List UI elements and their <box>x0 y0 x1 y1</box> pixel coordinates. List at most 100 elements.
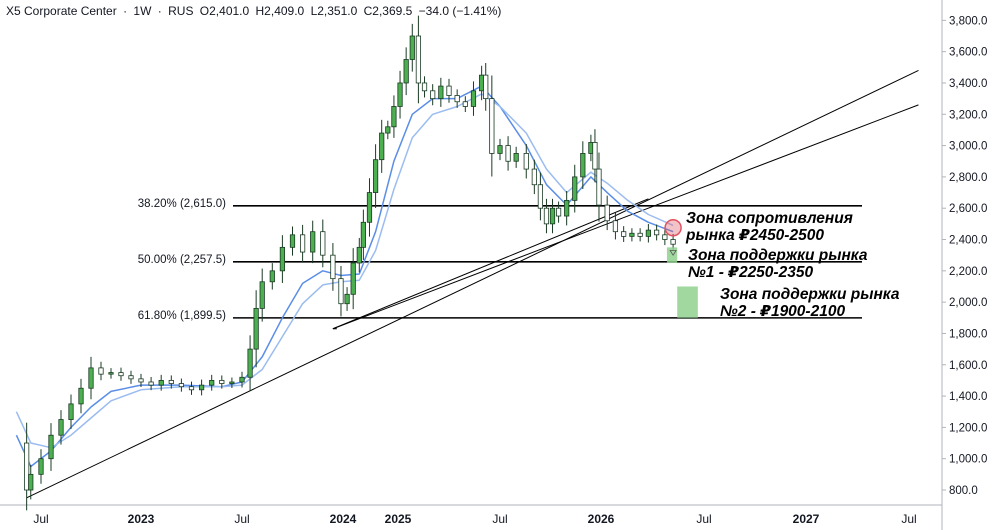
time-axis-label: 2025 <box>385 512 412 526</box>
candle <box>58 410 64 445</box>
candle <box>470 81 477 116</box>
candle <box>596 152 602 222</box>
low-value: L2,351.0 <box>310 4 358 18</box>
fib-level-label: 61.80% (1,899.5) <box>137 309 226 322</box>
price-tick-label: 3,200.0 <box>949 109 987 121</box>
candle <box>592 129 598 183</box>
price-tick-label: 1,600.0 <box>949 360 987 372</box>
candle <box>24 422 30 511</box>
candle <box>269 263 275 290</box>
time-axis-label: Jul <box>33 512 48 526</box>
candle <box>572 164 578 213</box>
candle <box>158 374 164 391</box>
candle <box>489 75 495 177</box>
candle <box>645 224 651 243</box>
candle <box>350 248 356 310</box>
candle <box>229 377 235 389</box>
candle <box>310 220 316 264</box>
candle <box>637 228 643 242</box>
price-tick-label: 3,600.0 <box>949 47 987 59</box>
candle <box>279 235 286 283</box>
candle <box>299 224 306 262</box>
candle <box>391 95 397 138</box>
candle <box>338 265 344 317</box>
candle <box>219 375 225 389</box>
time-axis-label: Jul <box>234 512 249 526</box>
candle <box>454 89 460 108</box>
price-tick-label: 1,800.0 <box>949 328 987 340</box>
candle <box>662 229 668 246</box>
candle <box>360 209 366 261</box>
candle <box>421 76 428 98</box>
time-axis-label: 2023 <box>128 512 155 526</box>
candle <box>537 172 544 221</box>
moving-average-line <box>15 85 674 468</box>
candle <box>366 178 373 237</box>
symbol-name[interactable]: X5 Corporate Center <box>6 4 117 18</box>
candle <box>198 379 205 396</box>
trendline <box>332 104 919 330</box>
candle <box>549 198 556 234</box>
candle <box>259 268 265 322</box>
candle <box>612 212 619 240</box>
candle <box>28 464 34 500</box>
price-tick-label: 2,800.0 <box>949 172 987 184</box>
candle <box>430 84 436 106</box>
candle <box>330 243 336 291</box>
candle <box>108 368 114 379</box>
interval-label[interactable]: 1W <box>133 4 152 18</box>
candle <box>356 237 362 273</box>
candle <box>483 63 489 111</box>
fib-level-label: 50.00% (2,257.5) <box>137 253 226 266</box>
change-value: −34.0 (−1.41%) <box>418 4 502 18</box>
price-tick-label: 3,400.0 <box>949 78 987 90</box>
fib-level-label: 38.20% (2,615.0) <box>137 197 226 210</box>
candle <box>38 449 44 484</box>
candle <box>379 119 385 173</box>
exchange-label: RUS <box>168 4 194 18</box>
time-axis-label: 2026 <box>588 512 615 526</box>
candle <box>88 356 94 400</box>
support-zone-1-label: Зона поддержки рынка №1 - ₽2250-2350 <box>688 247 868 281</box>
candle <box>48 423 54 471</box>
candle <box>654 224 660 241</box>
support-zone <box>666 247 678 264</box>
close-value: C2,369.5 <box>363 4 413 18</box>
candle <box>580 141 586 190</box>
chart-header: X5 Corporate Center · 1W · RUS O2,401.0 … <box>6 4 502 18</box>
price-tick-label: 1,200.0 <box>949 422 987 434</box>
candle <box>372 144 379 208</box>
candle <box>462 96 468 113</box>
open-value: O2,401.0 <box>199 4 250 18</box>
support-zone-2-label: Зона поддержки рынка №2 - ₽1900-2100 <box>720 286 900 320</box>
last-bar-arrow <box>669 250 677 256</box>
time-axis-label: Jul <box>492 512 507 526</box>
candle <box>543 198 550 234</box>
high-value: H2,409.0 <box>255 4 305 18</box>
price-tick-label: 1,400.0 <box>949 391 987 403</box>
price-tick-label: 3,000.0 <box>949 141 987 153</box>
price-tick-label: 2,600.0 <box>949 203 987 215</box>
candle <box>148 376 154 391</box>
price-tick-label: 800.0 <box>949 485 978 497</box>
candle <box>344 287 350 311</box>
candle <box>168 375 174 389</box>
candle <box>397 70 403 119</box>
resistance-zone-label: Зона сопротивления рынка ₽2450-2500 <box>686 210 853 244</box>
candle <box>138 373 144 387</box>
candle <box>68 394 74 429</box>
candle <box>523 144 529 179</box>
candle <box>253 290 259 368</box>
candle <box>289 226 296 256</box>
candle <box>531 159 537 195</box>
support-zone <box>677 286 698 318</box>
candle <box>128 370 134 384</box>
candle <box>78 378 84 414</box>
time-axis-label: 2027 <box>793 512 820 526</box>
candle <box>118 367 124 381</box>
candle <box>513 146 519 168</box>
candle <box>670 233 676 250</box>
candle <box>438 77 444 107</box>
candle <box>621 226 627 242</box>
